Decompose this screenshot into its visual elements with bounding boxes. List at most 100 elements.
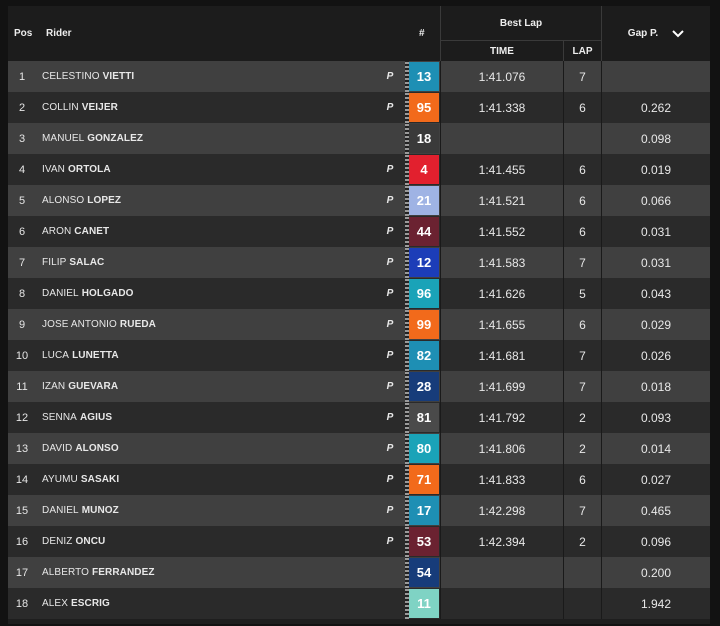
row-divider <box>601 216 602 247</box>
row-divider <box>440 588 441 619</box>
row-divider <box>563 154 564 185</box>
table-row[interactable]: 11 IZAN GUEVARA P 28 1:41.699 7 0.018 <box>8 371 710 402</box>
bike-number: 28 <box>409 371 439 402</box>
bike-number-badge: 95 <box>409 93 439 122</box>
table-row[interactable]: 13 DAVID ALONSO P 80 1:41.806 2 0.014 <box>8 433 710 464</box>
bike-number: 44 <box>409 216 439 247</box>
best-lap-time: 1:41.455 <box>478 162 526 177</box>
rider-last-name: VIETTI <box>102 71 135 82</box>
row-divider <box>601 61 602 92</box>
position: 10 <box>15 349 29 362</box>
rider-last-name: ESCRIG <box>70 598 110 609</box>
table-row[interactable]: 12 SENNA AGIUS P 81 1:41.792 2 0.093 <box>8 402 710 433</box>
row-divider <box>440 371 441 402</box>
pit-indicator: P <box>386 381 394 392</box>
bike-number-badge: 12 <box>409 248 439 277</box>
rider-name: CELESTINO VIETTI <box>42 61 372 92</box>
rider-last-name: SASAKI <box>80 474 120 485</box>
row-divider <box>440 247 441 278</box>
header-lap: LAP <box>572 45 593 57</box>
bike-number: 82 <box>409 340 439 371</box>
rider-name: ALONSO LOPEZ <box>42 185 372 216</box>
gap-value: 0.098 <box>640 131 672 146</box>
checkered-flag-strip <box>405 588 409 619</box>
table-row[interactable]: 3 MANUEL GONZALEZ 18 0.098 <box>8 123 710 154</box>
best-lap-number <box>564 588 601 619</box>
bike-number: 11 <box>409 588 439 619</box>
bike-number-badge: 13 <box>409 62 439 91</box>
rider-name: DANIEL HOLGADO <box>42 278 372 309</box>
checkered-flag-strip <box>405 402 409 433</box>
bike-number-badge: 18 <box>409 124 439 153</box>
row-divider <box>563 433 564 464</box>
table-row[interactable]: 14 AYUMU SASAKI P 71 1:41.833 6 0.027 <box>8 464 710 495</box>
position: 16 <box>15 535 29 548</box>
row-divider <box>601 92 602 123</box>
bike-number-badge: 82 <box>409 341 439 370</box>
best-lap-number: 7 <box>579 503 586 518</box>
row-divider <box>601 123 602 154</box>
gap-value: 0.066 <box>640 193 672 208</box>
row-divider <box>563 464 564 495</box>
table-row[interactable]: 16 DENIZ ONCU P 53 1:42.394 2 0.096 <box>8 526 710 557</box>
position: 4 <box>18 163 26 176</box>
table-row[interactable]: 1 CELESTINO VIETTI P 13 1:41.076 7 <box>8 61 710 92</box>
pit-indicator <box>383 557 397 588</box>
rider-last-name: LUNETTA <box>72 350 119 361</box>
position: 8 <box>18 287 26 300</box>
gap-sort-toggle[interactable]: Gap P. <box>602 6 710 61</box>
table-row[interactable]: 15 DANIEL MUNOZ P 17 1:42.298 7 0.465 <box>8 495 710 526</box>
checkered-flag-strip <box>405 340 409 371</box>
checkered-flag-strip <box>405 278 409 309</box>
pit-indicator: P <box>386 474 394 485</box>
bike-number-badge: 17 <box>409 496 439 525</box>
table-row[interactable]: 6 ARON CANET P 44 1:41.552 6 0.031 <box>8 216 710 247</box>
row-divider <box>601 464 602 495</box>
checkered-flag-strip <box>405 464 409 495</box>
rider-first-name: DANIEL <box>42 505 79 516</box>
best-lap-number: 6 <box>579 100 586 115</box>
table-row[interactable]: 17 ALBERTO FERRANDEZ 54 0.200 <box>8 557 710 588</box>
row-divider <box>601 278 602 309</box>
rider-last-name: GUEVARA <box>68 381 119 392</box>
gap-value: 0.018 <box>640 379 672 394</box>
position: 2 <box>18 101 26 114</box>
checkered-flag-strip <box>405 557 409 588</box>
gap-value: 0.019 <box>640 162 672 177</box>
table-row[interactable]: 8 DANIEL HOLGADO P 96 1:41.626 5 0.043 <box>8 278 710 309</box>
best-lap-number: 2 <box>579 410 586 425</box>
rider-first-name: DANIEL <box>42 288 79 299</box>
row-divider <box>601 247 602 278</box>
row-divider <box>563 526 564 557</box>
bike-number: 80 <box>409 433 439 464</box>
table-row[interactable]: 7 FILIP SALAC P 12 1:41.583 7 0.031 <box>8 247 710 278</box>
rider-first-name: AYUMU <box>42 474 78 485</box>
gap-value: 0.093 <box>640 410 672 425</box>
best-lap-time: 1:41.806 <box>478 441 526 456</box>
header-divider <box>440 6 441 61</box>
rider-name: ALEX ESCRIG <box>42 588 372 619</box>
table-row[interactable]: 9 JOSE ANTONIO RUEDA P 99 1:41.655 6 0.029 <box>8 309 710 340</box>
rider-first-name: IVAN <box>42 164 65 175</box>
table-row[interactable]: 18 ALEX ESCRIG 11 1.942 <box>8 588 710 619</box>
row-divider <box>440 123 441 154</box>
bike-number: 54 <box>409 557 439 588</box>
position: 5 <box>18 194 26 207</box>
table-row[interactable]: 5 ALONSO LOPEZ P 21 1:41.521 6 0.066 <box>8 185 710 216</box>
table-row[interactable]: 10 LUCA LUNETTA P 82 1:41.681 7 0.026 <box>8 340 710 371</box>
table-row[interactable]: 2 COLLIN VEIJER P 95 1:41.338 6 0.262 <box>8 92 710 123</box>
gap-value: 0.014 <box>640 441 672 456</box>
checkered-flag-strip <box>405 526 409 557</box>
best-lap-number <box>564 123 601 154</box>
position: 13 <box>15 442 29 455</box>
row-divider <box>440 402 441 433</box>
bike-number-badge: 21 <box>409 186 439 215</box>
checkered-flag-strip <box>405 247 409 278</box>
pit-indicator: P <box>386 71 394 82</box>
rider-last-name: HOLGADO <box>81 288 134 299</box>
table-row[interactable]: 4 IVAN ORTOLA P 4 1:41.455 6 0.019 <box>8 154 710 185</box>
rider-last-name: LOPEZ <box>87 195 122 206</box>
row-divider <box>563 247 564 278</box>
row-divider <box>440 557 441 588</box>
pit-indicator: P <box>386 536 394 547</box>
